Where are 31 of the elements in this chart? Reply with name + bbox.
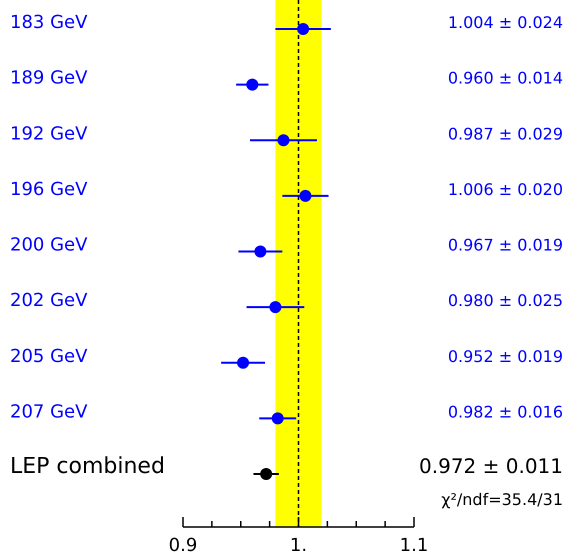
y-tick-label: 200 GeV (10, 234, 88, 256)
y-tick-label: 205 GeV (10, 346, 88, 367)
point (272, 412, 284, 424)
text: χ²/ndf=35.4/31 (441, 490, 563, 509)
point (254, 246, 266, 258)
y-tick-label: 196 GeV (10, 178, 88, 200)
point (260, 468, 272, 480)
data-label: 0.952 ± 0.019 (448, 346, 563, 366)
point (277, 134, 290, 146)
x-tick-label: 1.1 (400, 535, 428, 556)
data-label: 1.006 ± 0.020 (448, 180, 563, 199)
y-tick-label: 207 GeV (10, 401, 88, 422)
point (246, 78, 258, 91)
data-label: 0.967 ± 0.019 (448, 236, 563, 254)
data-label: 0.987 ± 0.029 (448, 124, 563, 144)
y-tick-label: LEP combined (10, 454, 165, 479)
y-tick-label: 183 GeV (10, 12, 88, 33)
data-label: 0.980 ± 0.025 (448, 291, 563, 310)
x-tick-label: 0.9 (168, 535, 198, 556)
y-tick-label: 192 GeV (10, 123, 88, 144)
point (299, 190, 312, 202)
data-label: 1.004 ± 0.024 (448, 13, 563, 32)
data-label: 0.982 ± 0.016 (448, 402, 563, 422)
point (297, 23, 310, 35)
data-label: 0.972 ± 0.011 (419, 454, 563, 478)
y-tick-label: 202 GeV (10, 290, 88, 312)
y-tick-label: 189 GeV (10, 68, 88, 89)
x-tick-label: 1. (290, 535, 308, 556)
data-label: 0.960 ± 0.014 (448, 68, 563, 88)
point (237, 356, 250, 369)
point (269, 301, 282, 314)
